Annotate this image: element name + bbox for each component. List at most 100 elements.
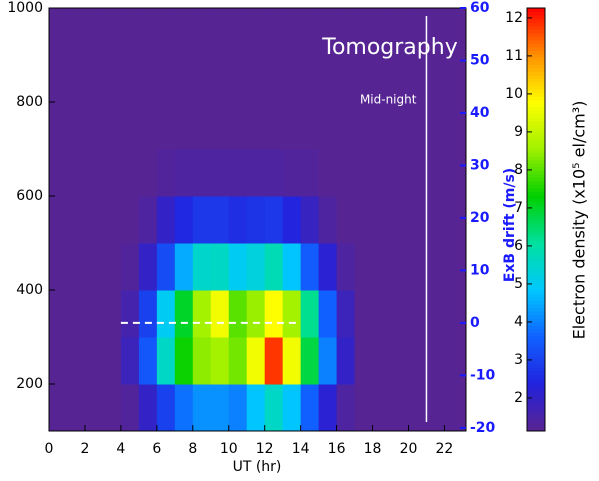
heatmap-cell xyxy=(192,8,212,56)
colorbar-swatch xyxy=(527,11,545,16)
heatmap-cell xyxy=(246,149,266,197)
colorbar-swatch xyxy=(527,205,545,210)
colorbar-swatch xyxy=(527,156,545,161)
y2-tick-label: 0 xyxy=(470,315,480,331)
colorbar-swatch xyxy=(527,353,545,358)
heatmap-cell xyxy=(354,149,374,197)
colorbar-swatch xyxy=(527,427,545,432)
heatmap-cell xyxy=(426,384,445,431)
colorbar-swatch xyxy=(527,339,545,344)
heatmap-cell xyxy=(210,196,230,244)
colorbar-swatch xyxy=(527,96,545,101)
heatmap-cell xyxy=(264,384,284,431)
colorbar-frame xyxy=(526,7,546,432)
heatmap-cell xyxy=(120,149,140,197)
colorbar-swatch xyxy=(527,272,545,277)
heatmap-cell xyxy=(444,196,463,244)
heatmap-cell xyxy=(192,243,212,291)
heatmap-cell xyxy=(264,196,284,244)
colorbar-tick-label: 4 xyxy=(514,314,523,330)
x-tick-label: 8 xyxy=(188,441,197,457)
heatmap-cell xyxy=(102,290,122,338)
heatmap-cell xyxy=(156,384,176,431)
heatmap-cell xyxy=(390,149,409,197)
colorbar-swatch xyxy=(527,237,545,242)
heatmap-cell xyxy=(336,55,356,103)
heatmap-cell xyxy=(192,55,212,103)
colorbar-swatch xyxy=(527,247,545,252)
colorbar-tick-label: 8 xyxy=(514,162,523,178)
heatmap-cell xyxy=(174,196,194,244)
colorbar-swatch xyxy=(527,131,545,136)
colorbar-swatch xyxy=(527,367,545,372)
heatmap-cell xyxy=(49,290,68,338)
heatmap-cell xyxy=(372,102,392,150)
colorbar-swatch xyxy=(527,145,545,150)
colorbar-swatch xyxy=(527,106,545,111)
heatmap-cell xyxy=(84,384,104,431)
heatmap-cell xyxy=(300,290,320,338)
y2-tick-label: -10 xyxy=(470,367,496,383)
y-tick-label: 600 xyxy=(16,188,43,204)
colorbar-swatch xyxy=(527,261,545,266)
x-tick-label: 4 xyxy=(116,441,125,457)
colorbar-swatch xyxy=(527,307,545,312)
heatmap-cell xyxy=(156,337,176,385)
heatmap-cell xyxy=(264,55,284,103)
colorbar-swatch xyxy=(527,92,545,97)
y-tick-label: 200 xyxy=(16,376,43,392)
x-tick-label: 12 xyxy=(256,441,274,457)
heatmap-cell xyxy=(66,55,86,103)
heatmap-cell xyxy=(66,384,86,431)
heatmap-cell xyxy=(300,384,320,431)
heatmap-cell xyxy=(336,290,356,338)
colorbar-swatch xyxy=(527,378,545,383)
x-tick-label: 6 xyxy=(152,441,161,457)
heatmap-cell xyxy=(156,196,176,244)
colorbar-swatch xyxy=(527,275,545,280)
heatmap-cell xyxy=(228,102,248,150)
heatmap-cell xyxy=(246,384,266,431)
heatmap-cell xyxy=(66,149,86,197)
colorbar-swatch xyxy=(527,282,545,287)
colorbar-swatch xyxy=(527,53,545,58)
heatmap-cell xyxy=(372,290,392,338)
heatmap-cell xyxy=(84,196,104,244)
heatmap-cell xyxy=(156,149,176,197)
colorbar-swatch xyxy=(527,149,545,154)
heatmap-cell xyxy=(408,8,427,56)
colorbar-swatch xyxy=(527,187,545,192)
heatmap-cell xyxy=(282,337,302,385)
heatmap-cell xyxy=(138,196,158,244)
colorbar-swatch xyxy=(527,371,545,376)
heatmap-cell xyxy=(246,102,266,150)
heatmap-cell xyxy=(120,8,140,56)
colorbar-swatch xyxy=(527,399,545,404)
heatmap-cell xyxy=(210,337,230,385)
heatmap-cell xyxy=(210,384,230,431)
colorbar-swatch xyxy=(527,268,545,273)
heatmap-cell xyxy=(300,337,320,385)
heatmap-cell xyxy=(102,243,122,291)
colorbar-tick-label: 6 xyxy=(514,238,523,254)
colorbar-swatch xyxy=(527,364,545,369)
colorbar-swatch xyxy=(527,152,545,157)
heatmap-cell xyxy=(390,384,409,431)
colorbar-swatch xyxy=(527,325,545,330)
heatmap-cell xyxy=(300,102,320,150)
heatmap-cell xyxy=(120,337,140,385)
heatmap-cell xyxy=(210,243,230,291)
heatmap-cell xyxy=(318,8,338,56)
colorbar-swatch xyxy=(527,64,545,69)
heatmap-cell xyxy=(444,102,463,150)
heatmap-cell xyxy=(408,337,427,385)
heatmap-cell xyxy=(408,243,427,291)
heatmap-cell xyxy=(282,8,302,56)
colorbar-swatch xyxy=(527,113,545,118)
colorbar-swatch xyxy=(527,219,545,224)
colorbar-swatch xyxy=(527,300,545,305)
colorbar-swatch xyxy=(527,36,545,41)
heatmap-cell xyxy=(390,55,409,103)
colorbar-swatch xyxy=(527,251,545,256)
heatmap-cell xyxy=(282,102,302,150)
